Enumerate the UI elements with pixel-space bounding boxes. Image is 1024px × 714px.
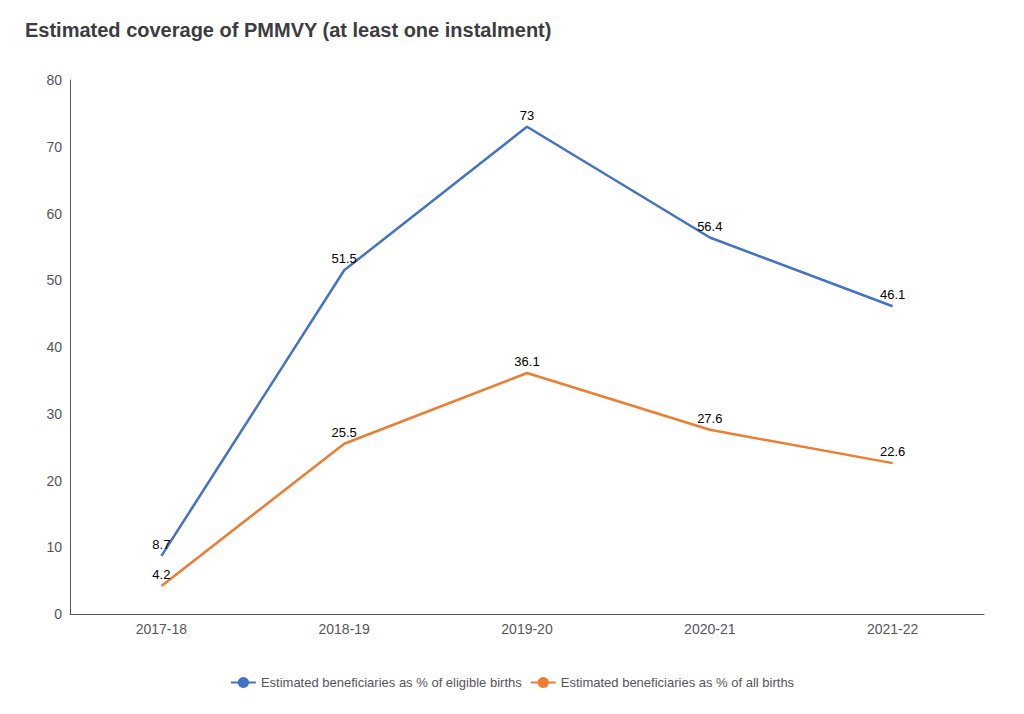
svg-text:50: 50 [46, 272, 62, 288]
svg-text:36.1: 36.1 [514, 354, 539, 369]
svg-text:8.7: 8.7 [152, 537, 170, 552]
svg-text:51.5: 51.5 [332, 251, 357, 266]
svg-text:20: 20 [46, 473, 62, 489]
svg-text:30: 30 [46, 406, 62, 422]
svg-text:56.4: 56.4 [697, 219, 722, 234]
svg-text:0: 0 [54, 606, 62, 622]
svg-text:80: 80 [46, 72, 62, 88]
svg-text:2017-18: 2017-18 [136, 621, 188, 637]
svg-text:25.5: 25.5 [332, 425, 357, 440]
svg-text:22.6: 22.6 [880, 444, 905, 459]
svg-text:2019-20: 2019-20 [501, 621, 553, 637]
svg-text:60: 60 [46, 206, 62, 222]
svg-text:2020-21: 2020-21 [684, 621, 736, 637]
svg-text:Estimated beneficiaries as % o: Estimated beneficiaries as % of eligible… [261, 675, 522, 690]
svg-text:46.1: 46.1 [880, 287, 905, 302]
svg-text:4.2: 4.2 [152, 567, 170, 582]
svg-text:2021-22: 2021-22 [867, 621, 919, 637]
svg-text:2018-19: 2018-19 [319, 621, 371, 637]
svg-text:Estimated beneficiaries as % o: Estimated beneficiaries as % of all birt… [561, 675, 795, 690]
svg-text:40: 40 [46, 339, 62, 355]
svg-text:70: 70 [46, 139, 62, 155]
svg-text:27.6: 27.6 [697, 411, 722, 426]
svg-text:Estimated coverage of PMMVY (a: Estimated coverage of PMMVY (at least on… [25, 19, 551, 41]
svg-text:73: 73 [520, 108, 534, 123]
svg-text:10: 10 [46, 539, 62, 555]
